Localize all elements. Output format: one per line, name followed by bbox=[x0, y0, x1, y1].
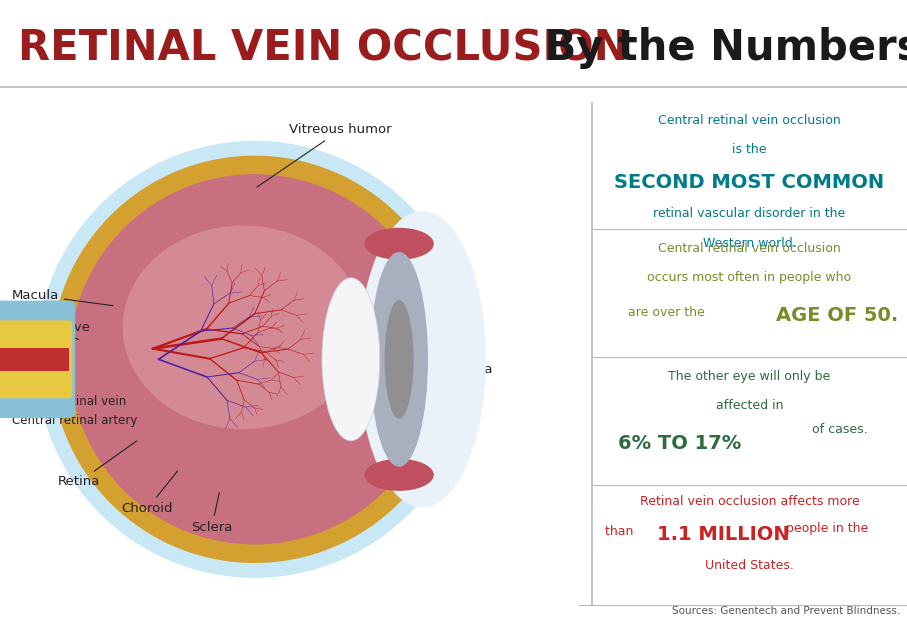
Text: Lens: Lens bbox=[394, 326, 424, 339]
Text: Central retinal vein occlusion: Central retinal vein occlusion bbox=[658, 114, 841, 127]
Text: Optic nerve: Optic nerve bbox=[12, 321, 90, 339]
Ellipse shape bbox=[370, 252, 428, 467]
Text: Central retinal artery: Central retinal artery bbox=[12, 391, 137, 427]
Text: than: than bbox=[605, 525, 638, 538]
Ellipse shape bbox=[322, 278, 380, 441]
Text: Iris: Iris bbox=[437, 281, 465, 294]
Ellipse shape bbox=[51, 156, 458, 563]
Text: Sources: Genentech and Prevent Blindness.: Sources: Genentech and Prevent Blindness… bbox=[672, 607, 901, 617]
Ellipse shape bbox=[365, 459, 434, 491]
Text: Central retinal vein: Central retinal vein bbox=[12, 379, 126, 409]
Text: Pupil: Pupil bbox=[440, 324, 478, 337]
Text: is the: is the bbox=[732, 143, 766, 156]
Text: Vitreous humor: Vitreous humor bbox=[257, 123, 392, 187]
Ellipse shape bbox=[70, 174, 440, 545]
Ellipse shape bbox=[36, 141, 473, 578]
Text: Choroid: Choroid bbox=[122, 471, 178, 515]
Text: retinal vascular disorder in the: retinal vascular disorder in the bbox=[653, 207, 845, 220]
Text: Macula: Macula bbox=[12, 289, 113, 305]
Text: Western world.: Western world. bbox=[703, 237, 796, 250]
Text: Cornea: Cornea bbox=[443, 364, 493, 376]
Ellipse shape bbox=[358, 211, 486, 508]
Ellipse shape bbox=[365, 228, 434, 260]
Text: Sclera: Sclera bbox=[191, 493, 232, 534]
FancyBboxPatch shape bbox=[0, 321, 73, 398]
Text: people in the: people in the bbox=[782, 522, 869, 535]
Text: occurs most often in people who: occurs most often in people who bbox=[648, 271, 852, 284]
Ellipse shape bbox=[122, 225, 364, 429]
FancyBboxPatch shape bbox=[0, 347, 70, 371]
Text: Retinal vein occlusion affects more: Retinal vein occlusion affects more bbox=[639, 495, 859, 508]
Text: 1.1 MILLION: 1.1 MILLION bbox=[658, 525, 790, 543]
Text: Central retinal vein occlusion: Central retinal vein occlusion bbox=[658, 242, 841, 255]
Text: affected in: affected in bbox=[716, 399, 783, 413]
Text: are over the: are over the bbox=[628, 306, 708, 319]
Text: AGE OF 50.: AGE OF 50. bbox=[775, 306, 898, 325]
Text: Retina: Retina bbox=[58, 441, 137, 488]
Text: United States.: United States. bbox=[705, 560, 794, 572]
Text: 6% TO 17%: 6% TO 17% bbox=[618, 434, 741, 453]
Text: of cases.: of cases. bbox=[808, 423, 868, 436]
Text: RETINAL VEIN OCCLUSION: RETINAL VEIN OCCLUSION bbox=[18, 27, 629, 69]
Text: By the Numbers: By the Numbers bbox=[530, 27, 907, 69]
Text: SECOND MOST COMMON: SECOND MOST COMMON bbox=[614, 173, 884, 192]
FancyBboxPatch shape bbox=[0, 300, 75, 418]
Text: The other eye will only be: The other eye will only be bbox=[668, 370, 831, 383]
Ellipse shape bbox=[385, 300, 414, 419]
